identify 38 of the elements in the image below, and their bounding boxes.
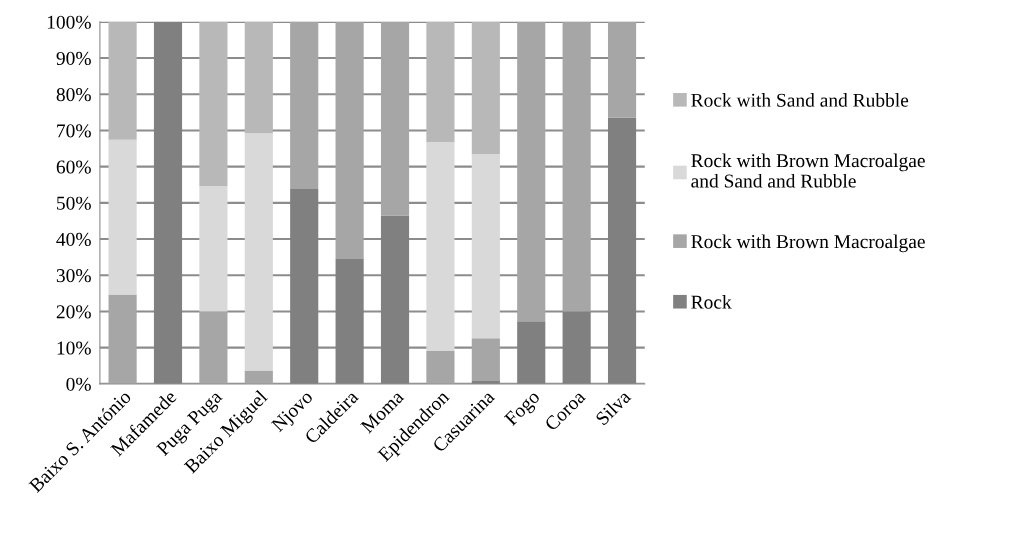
bar [199, 186, 228, 312]
y-tick-label: 20% [56, 305, 91, 319]
bar [108, 139, 137, 295]
bar [335, 21, 364, 259]
y-tick-label: 60% [56, 160, 91, 174]
y-tick-label: 10% [57, 341, 91, 355]
bar [426, 350, 455, 384]
legend-label: Rock [691, 295, 732, 309]
legend-label: Rock with Sand and Rubble [691, 93, 909, 107]
bar [426, 142, 455, 351]
bar [199, 21, 228, 187]
bar [517, 21, 546, 322]
bar [244, 370, 273, 384]
bar [108, 294, 137, 384]
bar [380, 21, 410, 216]
bar [244, 21, 273, 134]
y-tick-label: 40% [56, 232, 91, 247]
bar [199, 311, 228, 384]
x-tick-label: Silva [594, 388, 632, 426]
y-tick-label: 50% [57, 196, 91, 210]
bar [471, 21, 500, 154]
legend-label: Rock with Brown Macroalgae [691, 234, 925, 253]
bar [290, 21, 319, 190]
y-tick-label: 90% [56, 51, 91, 66]
y-tick-label: 30% [56, 269, 91, 283]
bar [244, 133, 273, 371]
y-tick-label: 100% [47, 15, 91, 29]
bar [108, 21, 137, 140]
y-tick-label: 80% [56, 88, 91, 102]
y-tick-label: 0% [66, 377, 91, 391]
bar [426, 21, 455, 143]
x-tick-label: Fogo [503, 389, 544, 430]
legend-label: Rock with Brown Macroalgae and Sand and Rubble [691, 153, 925, 188]
y-tick-label: 70% [57, 124, 91, 138]
bar [607, 21, 637, 118]
bar [471, 338, 500, 381]
bar [471, 153, 500, 339]
bar [562, 21, 591, 312]
